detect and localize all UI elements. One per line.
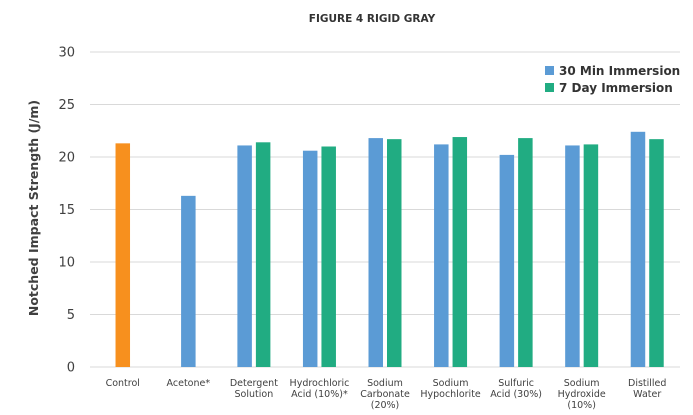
x-tick-label: Hydrochloric Acid (10%)* [290, 378, 350, 400]
y-axis-label: Notched Impact Strength (J/m) [26, 100, 41, 316]
y-tick-label: 15 [58, 203, 75, 218]
bar-7-day [649, 139, 664, 367]
legend-label: 7 Day Immersion [559, 81, 673, 95]
bar-7-day [518, 138, 533, 367]
y-axis-ticks: 0 5 10 15 20 25 30 [58, 46, 75, 376]
bar-30-min [434, 144, 449, 367]
x-tick-label: Acetone* [167, 378, 211, 389]
x-tick-label: Sodium Hydroxide (10%) [558, 378, 606, 411]
bar-7-day [387, 139, 402, 367]
bar-7-day [583, 144, 599, 367]
y-tick-label: 30 [58, 46, 75, 61]
bar-30-min [630, 131, 646, 367]
bars [115, 131, 664, 367]
y-tick-label: 5 [67, 308, 75, 323]
y-tick-label: 0 [67, 361, 75, 376]
x-axis-ticks: Control Acetone* Detergent Solution Hydrochl… [106, 378, 667, 411]
bar-30-min [565, 145, 580, 367]
bar-30-min [499, 154, 515, 367]
x-tick-label: Control [106, 378, 140, 389]
bar-30-min [302, 150, 318, 367]
chart-title: FIGURE 4 RIGID GRAY [309, 13, 436, 25]
bar-30-min [181, 195, 196, 367]
bar-7-day [452, 137, 468, 367]
bar-30-min [237, 145, 252, 367]
y-tick-label: 25 [58, 98, 75, 113]
y-tick-label: 20 [58, 151, 75, 166]
legend: 30 Min Immersion 7 Day Immersion [545, 64, 680, 95]
x-tick-label: Detergent Solution [230, 378, 278, 400]
bar-7-day [321, 146, 336, 367]
bar-30-min [368, 138, 383, 367]
bar-7-day [255, 142, 271, 367]
y-tick-label: 10 [58, 256, 75, 271]
x-tick-label: Sodium Hypochlorite [420, 378, 481, 400]
legend-label: 30 Min Immersion [559, 64, 680, 78]
legend-swatch [545, 66, 554, 75]
bar-control [115, 143, 131, 367]
x-tick-label: Sulfuric Acid (30%) [490, 378, 542, 400]
x-tick-label: Sodium Carbonate (20%) [360, 378, 410, 411]
x-tick-label: Distilled Water [628, 378, 666, 400]
legend-swatch [545, 83, 554, 92]
